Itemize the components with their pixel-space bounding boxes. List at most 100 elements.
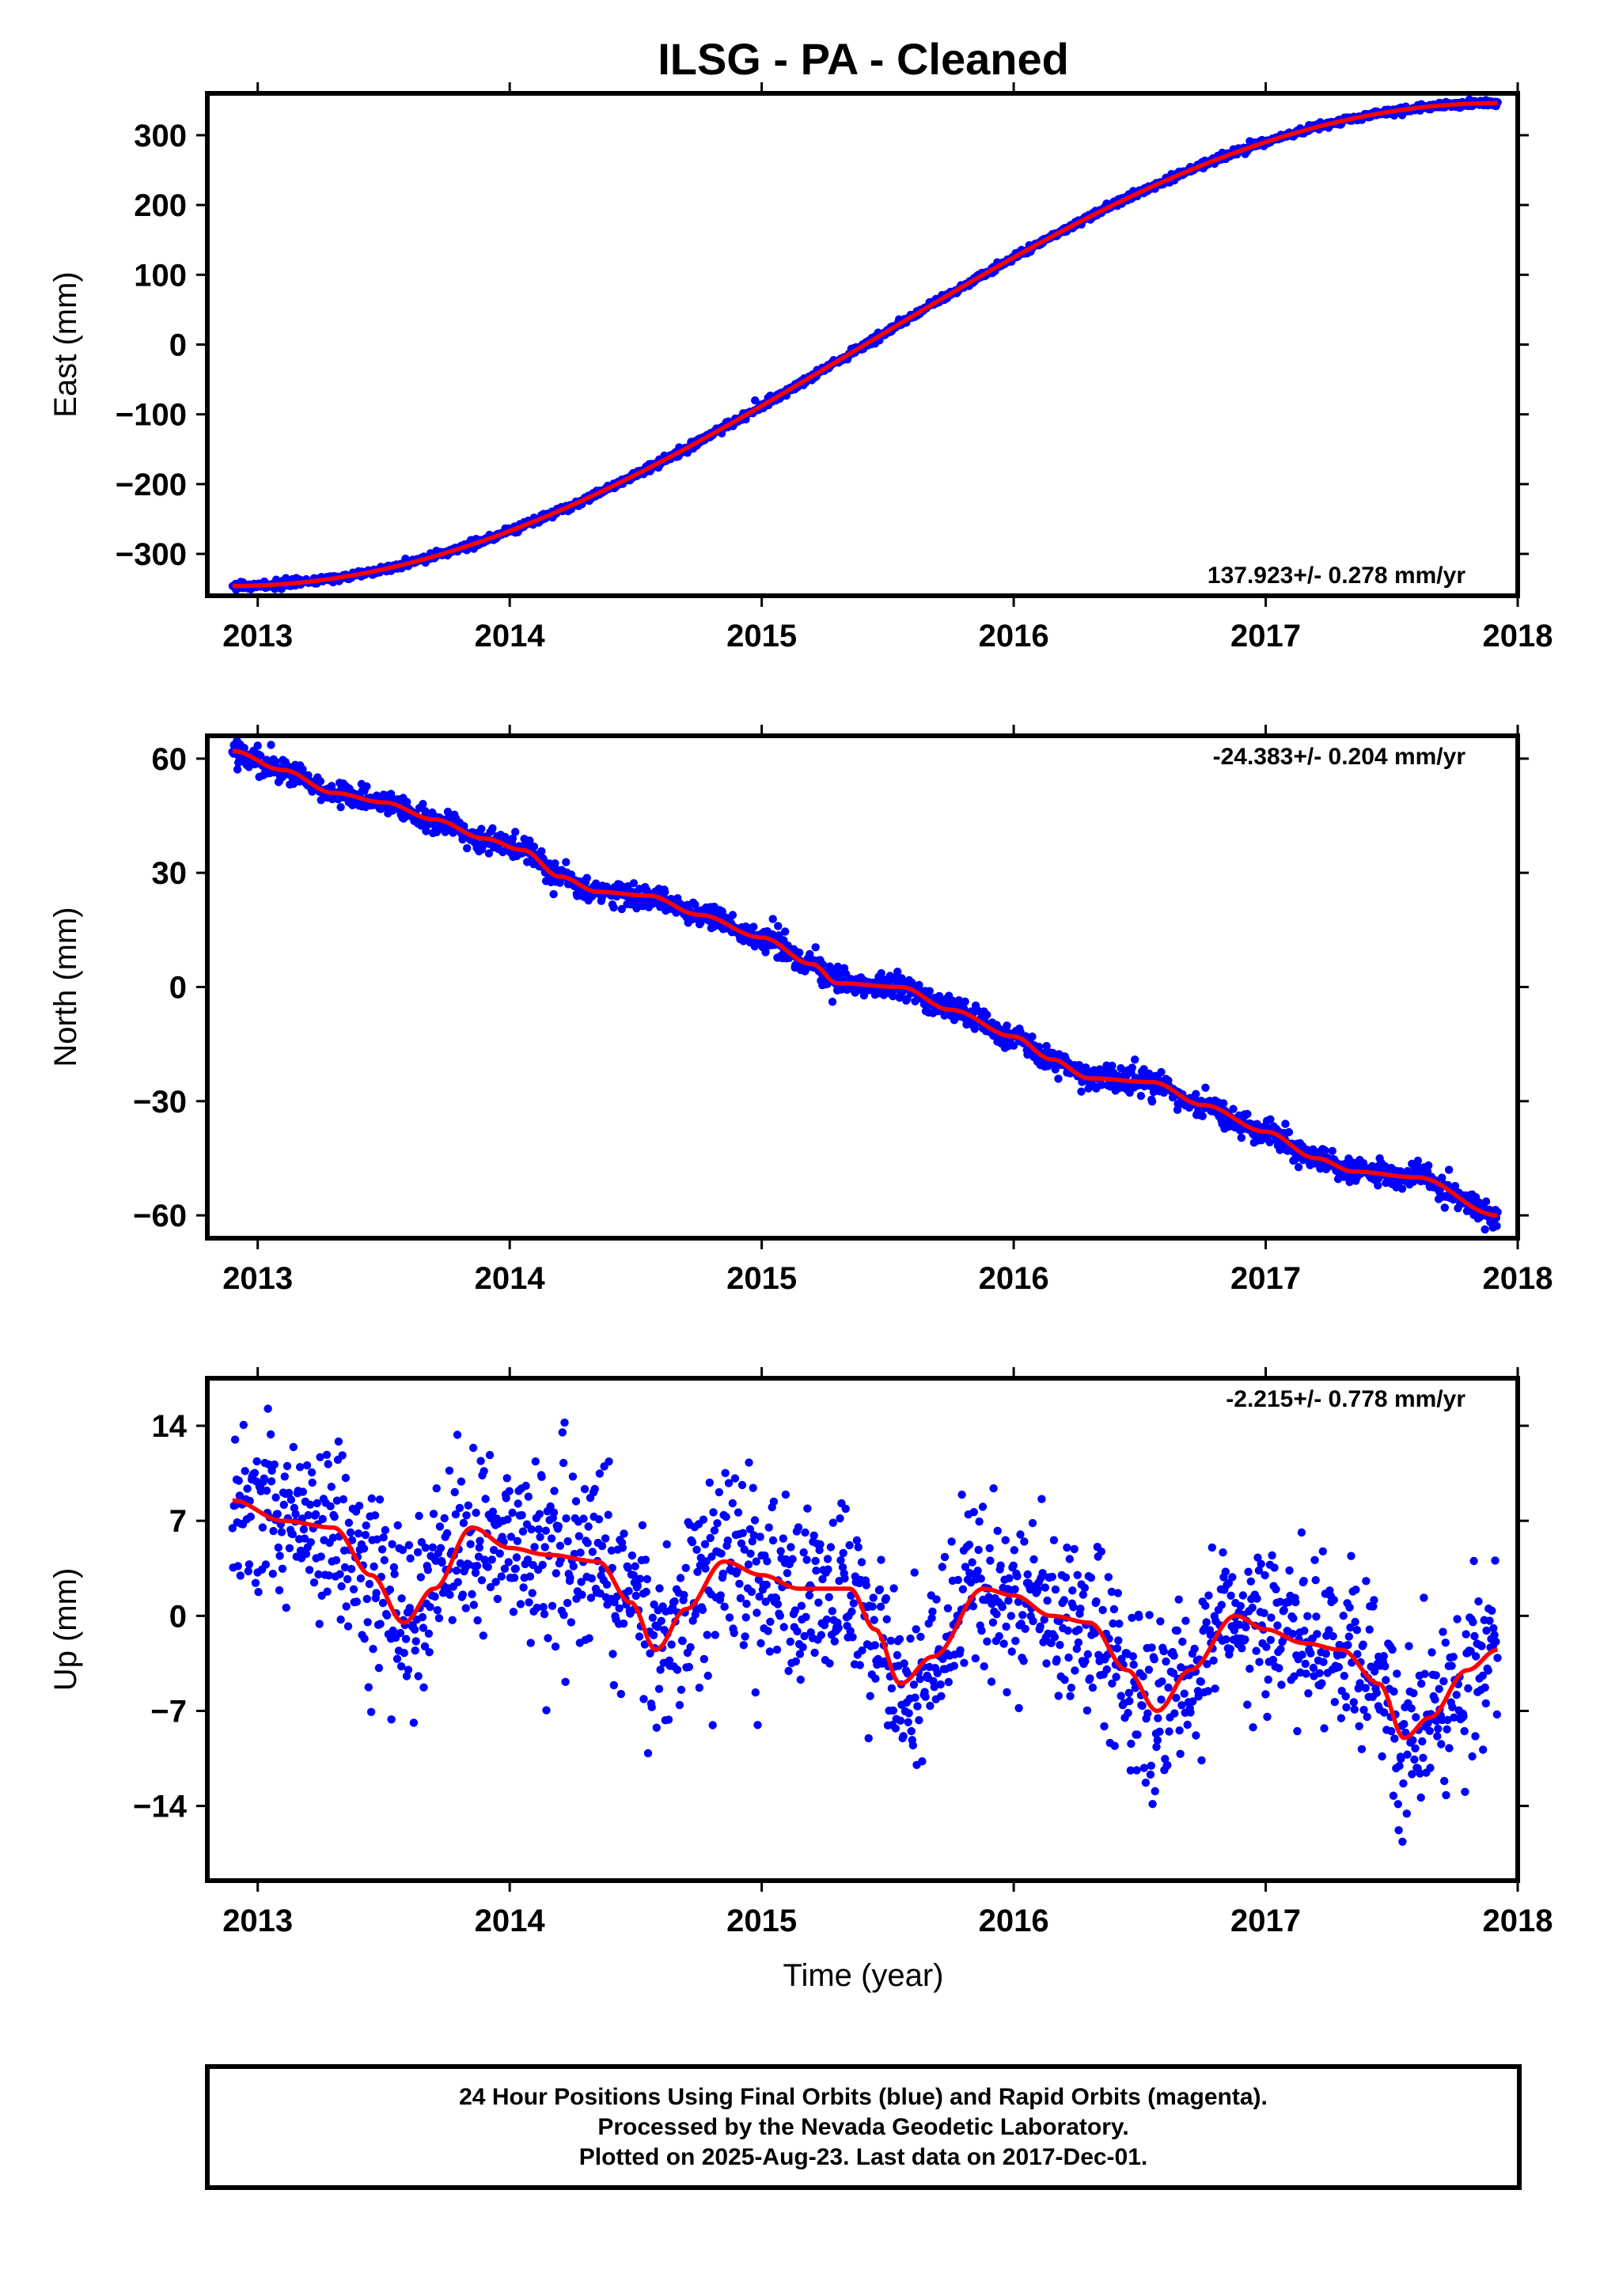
up-data-point — [451, 1510, 461, 1519]
up-data-point — [314, 1570, 323, 1579]
up-data-point — [1313, 1630, 1321, 1639]
up-data-point — [343, 1622, 353, 1631]
up-data-point — [324, 1460, 332, 1468]
up-data-point — [977, 1626, 986, 1635]
up-data-point — [1303, 1612, 1312, 1620]
up-data-point — [569, 1562, 578, 1570]
north-data-point — [970, 1025, 980, 1033]
north-data-point — [1003, 1021, 1011, 1030]
up-data-point — [347, 1536, 357, 1544]
up-data-point — [916, 1675, 924, 1684]
up-data-point — [1224, 1578, 1234, 1588]
up-data-point — [761, 1597, 770, 1606]
up-data-point — [750, 1516, 760, 1525]
up-data-point — [1054, 1692, 1063, 1700]
up-data-point — [521, 1481, 530, 1491]
up-data-point — [1204, 1687, 1213, 1695]
up-data-point — [629, 1570, 638, 1580]
up-data-point — [366, 1707, 376, 1716]
up-data-point — [640, 1640, 650, 1649]
up-data-point — [986, 1556, 995, 1565]
up-data-point — [1293, 1726, 1302, 1736]
north-data-point — [501, 832, 510, 842]
up-data-point — [1306, 1649, 1315, 1658]
up-data-point — [834, 1623, 843, 1632]
north-data-point — [1424, 1161, 1433, 1170]
up-data-point — [725, 1613, 734, 1622]
up-data-point — [1161, 1755, 1170, 1764]
north-data-point — [915, 980, 923, 990]
up-data-point — [938, 1563, 947, 1571]
up-data-point — [1170, 1651, 1178, 1660]
up-data-point — [544, 1634, 552, 1642]
up-data-point — [450, 1487, 459, 1497]
up-data-point — [647, 1703, 656, 1711]
up-data-point — [1194, 1692, 1203, 1701]
up-data-point — [280, 1472, 289, 1481]
up-data-point — [273, 1510, 282, 1518]
up-data-point — [635, 1574, 644, 1583]
up-data-point — [258, 1523, 267, 1532]
up-data-point — [1355, 1679, 1364, 1688]
up-data-point — [382, 1611, 392, 1620]
up-data-point — [943, 1604, 953, 1613]
up-data-point — [1005, 1574, 1014, 1583]
up-data-point — [798, 1642, 807, 1652]
up-data-point — [389, 1563, 399, 1572]
up-data-point — [1412, 1713, 1420, 1722]
up-data-point — [642, 1587, 650, 1597]
up-data-point — [1128, 1613, 1136, 1622]
north-data-point — [511, 828, 520, 836]
up-data-point — [503, 1515, 512, 1524]
up-data-point — [709, 1508, 718, 1517]
up-data-point — [388, 1540, 396, 1549]
up-data-point — [261, 1560, 271, 1569]
up-data-point — [1125, 1696, 1134, 1706]
east-x-tick-label: 2017 — [1230, 619, 1301, 654]
up-data-point — [1341, 1692, 1350, 1701]
up-data-point — [414, 1672, 423, 1680]
up-data-point — [1092, 1597, 1101, 1606]
up-data-point — [1211, 1684, 1219, 1693]
north-data-point — [1042, 1041, 1051, 1051]
up-data-point — [418, 1612, 427, 1622]
up-data-point — [562, 1514, 571, 1523]
up-data-point — [699, 1515, 708, 1524]
up-data-point — [1277, 1680, 1286, 1689]
up-data-point — [913, 1702, 922, 1711]
up-data-point — [504, 1558, 513, 1567]
up-data-point — [540, 1609, 549, 1619]
up-data-point — [840, 1574, 849, 1583]
up-data-point — [487, 1555, 496, 1564]
up-data-point — [633, 1582, 642, 1590]
panels-group: 2013 2014 2015 2016 2017 20183002001000−100−2… — [48, 82, 1553, 1938]
north-data-point — [233, 765, 242, 774]
up-data-point — [1280, 1605, 1288, 1615]
up-data-point — [1371, 1667, 1379, 1676]
north-data-point — [1098, 1080, 1106, 1089]
up-data-point — [736, 1593, 745, 1603]
up-data-point — [392, 1654, 402, 1663]
up-data-point — [1236, 1601, 1245, 1611]
up-data-point — [364, 1683, 373, 1692]
up-data-point — [1365, 1625, 1374, 1634]
up-data-point — [435, 1522, 445, 1531]
up-data-point — [1355, 1722, 1363, 1730]
up-data-point — [343, 1574, 352, 1584]
up-data-point — [1102, 1665, 1112, 1674]
up-data-point — [1394, 1826, 1403, 1835]
up-data-point — [706, 1533, 715, 1543]
up-data-point — [1276, 1645, 1285, 1654]
up-data-point — [270, 1460, 279, 1469]
up-data-point — [735, 1579, 744, 1589]
up-data-point — [1270, 1563, 1279, 1572]
up-data-point — [718, 1569, 727, 1578]
up-data-point — [1082, 1706, 1092, 1715]
up-data-point — [254, 1588, 263, 1597]
up-data-point — [500, 1564, 510, 1574]
up-data-point — [838, 1563, 847, 1572]
up-data-point — [387, 1715, 396, 1724]
up-data-point — [337, 1582, 346, 1591]
north-data-point — [1201, 1083, 1210, 1093]
up-data-point — [1241, 1635, 1249, 1644]
